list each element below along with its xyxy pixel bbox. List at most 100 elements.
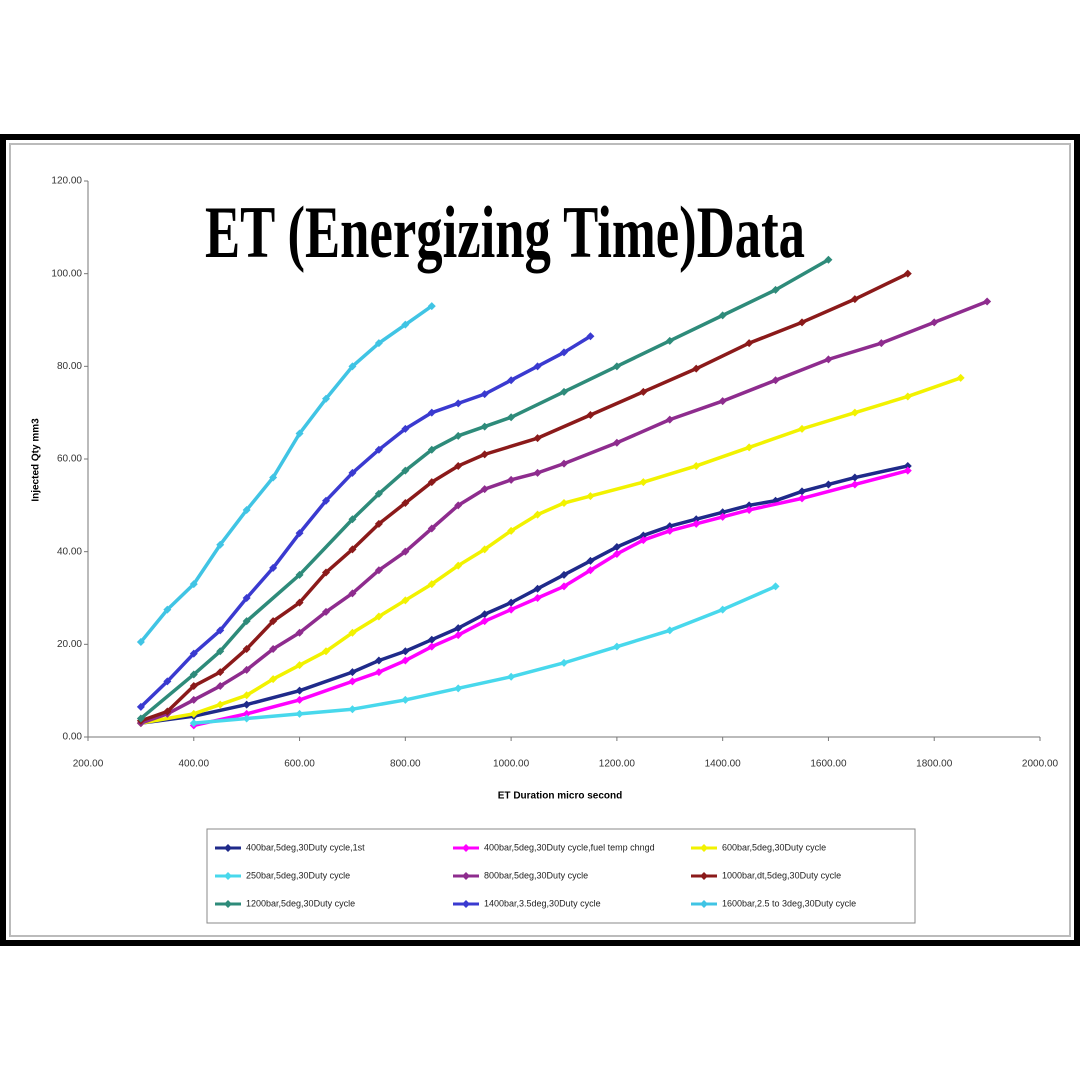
data-point [480,390,489,399]
data-point [295,661,304,670]
frame [0,134,1080,946]
data-point [903,466,912,475]
data-point [374,519,383,528]
data-point [269,617,278,626]
x-tick-label: 1600.00 [810,759,847,770]
data-point [401,695,410,704]
data-point [850,473,859,482]
data-point [560,459,568,468]
legend-label: 1600bar,2.5 to 3deg,30Duty cycle [722,898,856,908]
data-point [507,526,516,535]
legend-marker [224,900,232,908]
data-point [189,649,198,658]
data-point [242,714,251,723]
data-point [401,320,410,329]
data-point [322,568,330,577]
data-point [401,466,410,475]
data-point [242,617,251,626]
data-point [612,362,621,371]
data-point [533,510,542,519]
data-point [269,644,278,653]
legend-marker [700,900,708,908]
data-point [507,598,516,607]
data-point [903,269,912,278]
data-point [745,505,754,514]
data-point [216,682,225,691]
data-point [136,714,145,723]
series-line [139,258,830,720]
data-point [322,496,330,505]
data-point [216,626,225,635]
data-point [348,362,357,371]
data-point [718,397,727,406]
data-point [242,665,251,674]
data-point [665,526,674,535]
data-point [850,295,859,304]
legend-marker [462,900,470,908]
x-tick-label: 1800.00 [916,759,953,770]
data-point [533,362,542,371]
data-point [427,642,436,651]
data-point [586,566,595,575]
data-point [454,631,463,640]
data-point [612,549,621,558]
data-point [216,647,225,656]
data-point [348,468,357,477]
data-point [295,628,304,637]
data-point [454,431,463,440]
data-point [480,422,489,431]
legend-label: 800bar,5deg,30Duty cycle [484,870,588,880]
data-point [850,408,859,417]
data-point [692,364,701,373]
data-point [824,255,833,264]
legend-label: 400bar,5deg,30Duty cycle,1st [246,842,365,852]
x-tick-label: 1400.00 [705,759,742,770]
data-point [798,424,806,433]
data-point [189,580,198,589]
data-point [295,695,304,704]
data-point [189,719,198,728]
data-point [427,580,436,589]
data-point [533,434,542,443]
data-point [560,499,568,508]
data-point [322,607,330,616]
x-tick-label: 1200.00 [599,759,636,770]
data-point [771,376,780,385]
data-point [877,339,886,348]
x-tick-label: 800.00 [390,759,421,770]
data-point [798,318,806,327]
data-point [401,547,410,556]
legend-label: 1400bar,3.5deg,30Duty cycle [484,898,601,908]
data-point [824,480,833,489]
legend-marker [224,872,232,880]
data-point [216,668,225,677]
data-point [718,508,727,517]
data-point [374,668,383,677]
data-point [242,505,251,514]
y-tick-label: 100.00 [51,268,82,279]
data-point [374,656,383,665]
data-point [692,461,701,470]
data-point [692,519,701,528]
data-point [454,399,463,408]
data-point [798,487,806,496]
data-point [427,635,436,644]
data-point [665,336,674,345]
data-point [163,707,172,716]
data-point [507,376,516,385]
data-point [771,285,780,294]
data-point [374,612,383,621]
data-point [665,415,674,424]
y-axis-label: Injected Qty mm3 [31,418,42,502]
data-point [189,709,198,718]
data-point [639,536,648,545]
data-point [216,540,225,549]
data-point [374,445,383,454]
data-point [507,672,516,681]
data-point [718,512,727,521]
data-point [586,332,595,341]
data-point [454,624,463,633]
data-point [560,570,568,579]
data-point [295,709,304,718]
data-point [374,566,383,575]
